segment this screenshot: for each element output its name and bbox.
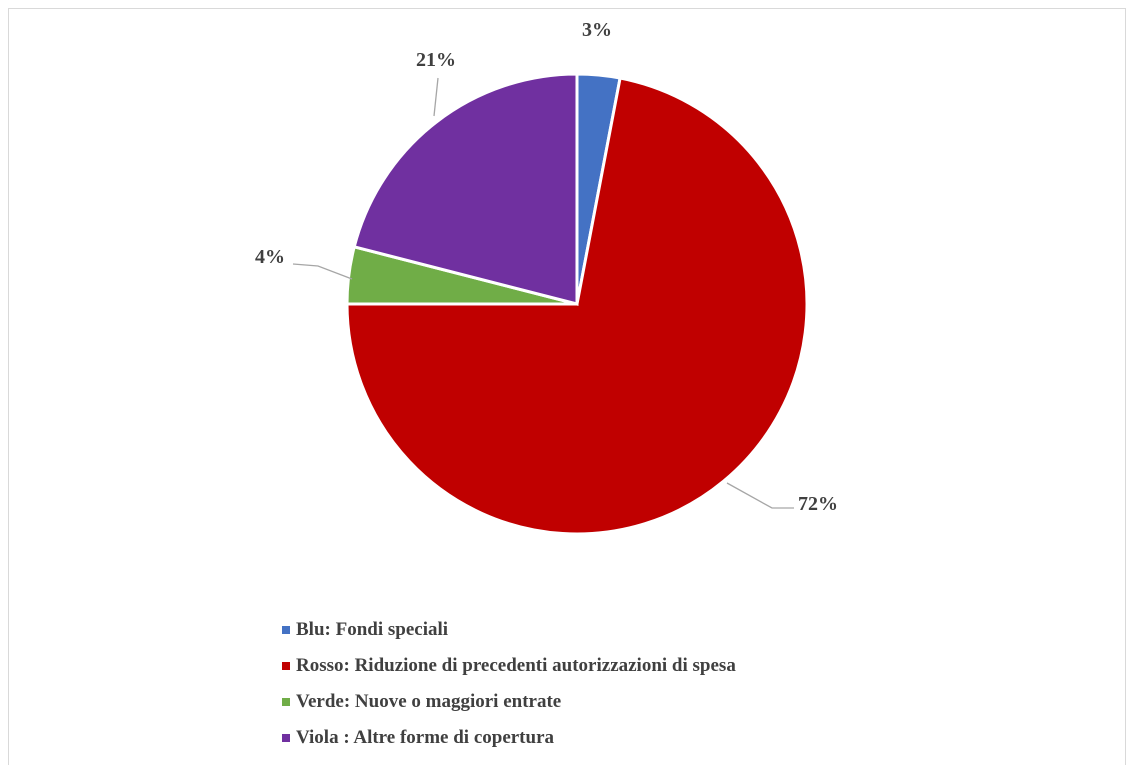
legend-swatch-viola bbox=[282, 734, 290, 742]
data-label-blu: 3% bbox=[582, 19, 612, 41]
legend-swatch-rosso bbox=[282, 662, 290, 670]
legend-item-viola: Viola : Altre forme di copertura bbox=[282, 720, 736, 756]
legend-swatch-verde bbox=[282, 698, 290, 706]
pie-slice-rosso bbox=[345, 76, 809, 536]
data-label-verde: 4% bbox=[255, 246, 285, 268]
data-label-rosso: 72% bbox=[798, 493, 838, 515]
data-label-viola: 21% bbox=[416, 49, 456, 71]
legend-label-blu: Blu: Fondi speciali bbox=[296, 619, 449, 640]
legend-item-rosso: Rosso: Riduzione di precedenti autorizza… bbox=[282, 648, 736, 684]
legend-swatch-blu bbox=[282, 626, 290, 634]
leader-line-viola bbox=[433, 77, 439, 117]
pie-slice-viola bbox=[352, 72, 579, 306]
data-labels: 3% 72% 4% 21% bbox=[255, 19, 838, 515]
legend-item-verde: Verde: Nuove o maggiori entrate bbox=[282, 684, 736, 720]
legend-label-viola: Viola : Altre forme di copertura bbox=[296, 727, 555, 748]
legend: Blu: Fondi speciali Rosso: Riduzione di … bbox=[282, 612, 736, 756]
leader-lines bbox=[292, 77, 794, 509]
legend-label-rosso: Rosso: Riduzione di precedenti autorizza… bbox=[296, 655, 736, 676]
leader-line-rosso bbox=[726, 482, 794, 509]
legend-label-verde: Verde: Nuove o maggiori entrate bbox=[296, 691, 562, 712]
pie-slices bbox=[345, 72, 809, 536]
legend-item-blu: Blu: Fondi speciali bbox=[282, 612, 736, 648]
leader-line-verde bbox=[292, 263, 353, 280]
